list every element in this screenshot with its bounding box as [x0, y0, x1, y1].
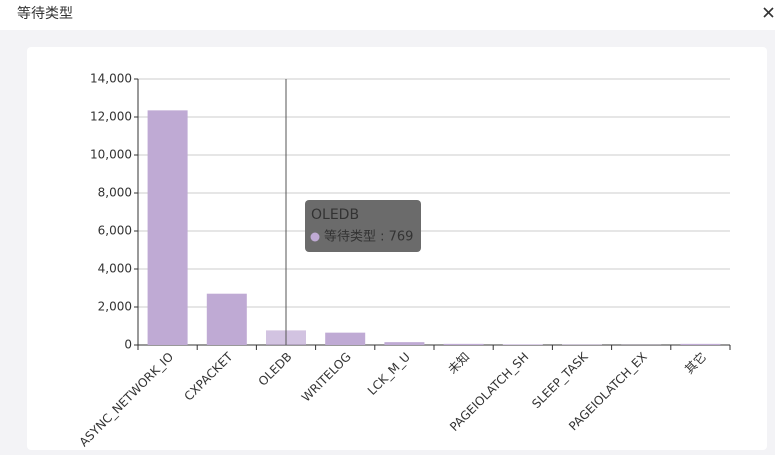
tooltip-box — [305, 200, 421, 252]
y-tick-label: 8,000 — [98, 186, 132, 200]
y-tick-label: 10,000 — [90, 148, 132, 162]
bar — [384, 342, 425, 345]
y-tick-label: 14,000 — [90, 72, 132, 86]
bar — [502, 344, 543, 345]
bar — [325, 332, 366, 345]
y-tick-label: 12,000 — [90, 110, 132, 124]
bar — [147, 110, 188, 345]
y-tick-label: 2,000 — [98, 300, 132, 314]
header — [0, 0, 775, 30]
y-tick-label: 6,000 — [98, 224, 132, 238]
close-icon[interactable] — [763, 7, 774, 18]
close-button[interactable] — [763, 7, 774, 18]
dialog-title: 等待类型 — [17, 5, 73, 22]
bar — [206, 293, 247, 345]
bar — [443, 343, 484, 345]
bar — [680, 343, 721, 345]
tooltip-title: OLEDB — [311, 207, 359, 223]
y-tick-label: 0 — [124, 338, 132, 352]
tooltip-marker — [310, 232, 320, 242]
tooltip: OLEDB 等待类型 : 769 — [305, 200, 421, 252]
y-tick-label: 4,000 — [98, 262, 132, 276]
tooltip-text: 等待类型 : 769 — [324, 229, 413, 245]
